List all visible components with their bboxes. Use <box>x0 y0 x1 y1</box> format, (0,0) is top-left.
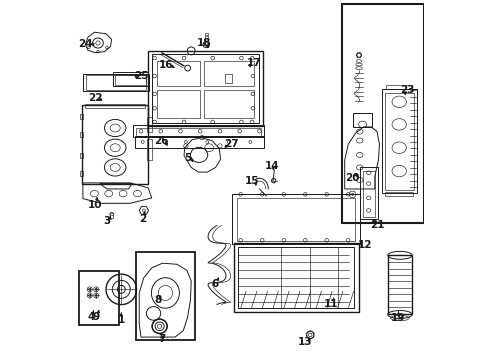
Text: 17: 17 <box>246 58 261 68</box>
Bar <box>234 243 359 312</box>
Text: 19: 19 <box>392 313 406 323</box>
Text: 16: 16 <box>159 59 173 69</box>
Text: 18: 18 <box>196 38 211 48</box>
Bar <box>83 74 149 91</box>
Bar <box>382 89 417 193</box>
Ellipse shape <box>95 288 97 291</box>
Bar <box>80 153 83 158</box>
Text: 9: 9 <box>93 312 100 322</box>
Text: 5: 5 <box>184 153 191 163</box>
Text: 15: 15 <box>245 176 259 186</box>
Bar <box>148 51 263 126</box>
Text: 20: 20 <box>345 173 360 183</box>
Bar <box>147 117 152 132</box>
Bar <box>388 255 412 315</box>
Bar <box>225 74 232 83</box>
Bar <box>110 213 113 218</box>
Text: 2: 2 <box>139 215 147 224</box>
Bar <box>386 85 413 89</box>
Text: 22: 22 <box>88 93 102 103</box>
Ellipse shape <box>95 294 97 297</box>
Text: 14: 14 <box>265 161 279 171</box>
Bar <box>85 104 145 108</box>
Text: 21: 21 <box>370 220 384 230</box>
Text: 26: 26 <box>154 136 169 146</box>
Bar <box>205 36 208 38</box>
Bar <box>204 61 254 86</box>
Text: 12: 12 <box>358 240 372 250</box>
Bar <box>237 198 355 241</box>
Bar <box>79 271 119 325</box>
Text: 1: 1 <box>118 315 125 325</box>
Bar <box>232 194 360 244</box>
Text: 8: 8 <box>154 295 162 305</box>
Bar <box>87 75 146 90</box>
Ellipse shape <box>89 294 91 297</box>
Bar <box>113 72 148 86</box>
Text: 24: 24 <box>78 40 93 49</box>
Bar <box>205 33 208 35</box>
Text: 10: 10 <box>88 200 102 210</box>
Bar <box>342 4 423 223</box>
Text: 4: 4 <box>87 312 95 322</box>
Bar <box>360 167 378 220</box>
Text: 27: 27 <box>224 139 239 149</box>
Text: 11: 11 <box>324 299 338 309</box>
Bar <box>147 139 152 160</box>
Bar <box>385 93 414 190</box>
Bar <box>157 90 200 118</box>
Text: 13: 13 <box>298 337 313 347</box>
Bar <box>80 132 83 137</box>
Text: 7: 7 <box>158 333 166 343</box>
Bar <box>135 136 264 148</box>
Bar <box>82 105 148 184</box>
Bar <box>353 113 372 127</box>
Text: 3: 3 <box>103 216 111 226</box>
Bar <box>204 90 254 118</box>
Bar <box>136 252 195 339</box>
Bar <box>238 247 354 309</box>
Text: 23: 23 <box>400 85 415 95</box>
Bar <box>363 171 375 217</box>
Bar <box>385 192 413 196</box>
Text: 6: 6 <box>211 279 218 289</box>
Bar <box>152 54 259 123</box>
Bar <box>136 128 261 135</box>
Ellipse shape <box>89 288 91 291</box>
Bar <box>80 114 83 119</box>
Bar <box>115 75 146 85</box>
Bar <box>133 126 264 137</box>
Text: 25: 25 <box>134 71 148 81</box>
Bar <box>157 61 200 86</box>
Bar <box>80 171 83 176</box>
